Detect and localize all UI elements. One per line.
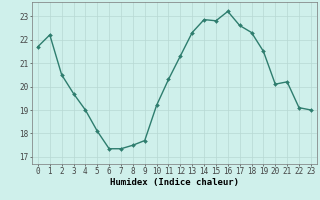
X-axis label: Humidex (Indice chaleur): Humidex (Indice chaleur) bbox=[110, 178, 239, 187]
